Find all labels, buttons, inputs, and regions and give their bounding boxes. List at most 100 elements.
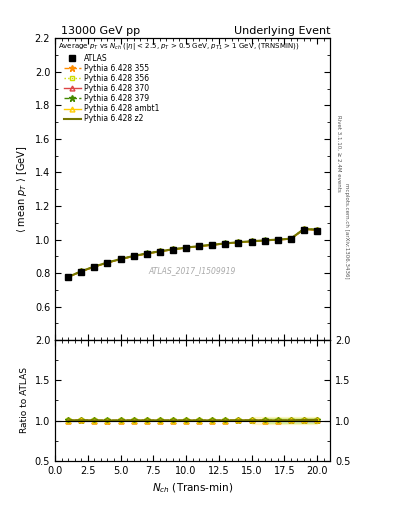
- Pythia 6.428 379: [288, 236, 293, 242]
- Pythia 6.428 355: [79, 268, 84, 274]
- Pythia 6.428 z2: [275, 237, 280, 243]
- Pythia 6.428 355: [118, 256, 123, 262]
- Pythia 6.428 370: [66, 274, 70, 280]
- Pythia 6.428 355: [171, 246, 175, 252]
- Pythia 6.428 356: [118, 256, 123, 262]
- Pythia 6.428 370: [301, 226, 306, 232]
- Pythia 6.428 356: [262, 237, 267, 243]
- Y-axis label: Ratio to ATLAS: Ratio to ATLAS: [20, 368, 29, 434]
- Pythia 6.428 ambt1: [131, 253, 136, 260]
- Pythia 6.428 370: [197, 243, 202, 249]
- Pythia 6.428 z2: [184, 245, 188, 251]
- Pythia 6.428 370: [171, 246, 175, 252]
- Pythia 6.428 z2: [158, 248, 162, 254]
- Pythia 6.428 379: [249, 238, 254, 244]
- Pythia 6.428 370: [288, 236, 293, 242]
- Pythia 6.428 370: [184, 245, 188, 251]
- Pythia 6.428 370: [249, 239, 254, 245]
- Pythia 6.428 355: [197, 243, 202, 249]
- Text: Rivet 3.1.10, ≥ 2.4M events: Rivet 3.1.10, ≥ 2.4M events: [336, 115, 341, 192]
- Pythia 6.428 ambt1: [315, 227, 320, 233]
- Legend: ATLAS, Pythia 6.428 355, Pythia 6.428 356, Pythia 6.428 370, Pythia 6.428 379, P: ATLAS, Pythia 6.428 355, Pythia 6.428 35…: [62, 51, 162, 126]
- Pythia 6.428 z2: [210, 242, 215, 248]
- Pythia 6.428 356: [288, 236, 293, 242]
- Pythia 6.428 ambt1: [197, 243, 202, 249]
- Pythia 6.428 370: [79, 268, 84, 274]
- Pythia 6.428 ambt1: [275, 237, 280, 243]
- Pythia 6.428 370: [158, 248, 162, 254]
- Pythia 6.428 355: [210, 242, 215, 248]
- Y-axis label: $\langle$ mean $p_T$ $\rangle$ [GeV]: $\langle$ mean $p_T$ $\rangle$ [GeV]: [15, 145, 29, 233]
- Pythia 6.428 379: [66, 274, 70, 280]
- Pythia 6.428 ambt1: [210, 242, 215, 248]
- Pythia 6.428 379: [210, 242, 215, 248]
- Pythia 6.428 355: [236, 239, 241, 245]
- Pythia 6.428 379: [223, 240, 228, 246]
- Pythia 6.428 ambt1: [66, 274, 70, 280]
- Pythia 6.428 ambt1: [144, 251, 149, 257]
- Pythia 6.428 356: [236, 239, 241, 245]
- Pythia 6.428 379: [315, 227, 320, 233]
- Pythia 6.428 379: [184, 245, 188, 251]
- Pythia 6.428 356: [105, 260, 110, 266]
- Text: mcplots.cern.ch [arXiv:1306.3436]: mcplots.cern.ch [arXiv:1306.3436]: [344, 183, 349, 278]
- Pythia 6.428 ambt1: [249, 239, 254, 245]
- Pythia 6.428 355: [223, 241, 228, 247]
- Pythia 6.428 z2: [315, 227, 320, 233]
- Pythia 6.428 ambt1: [223, 241, 228, 247]
- Pythia 6.428 355: [315, 227, 320, 233]
- Pythia 6.428 379: [171, 246, 175, 252]
- Pythia 6.428 ambt1: [79, 268, 84, 274]
- Line: Pythia 6.428 z2: Pythia 6.428 z2: [68, 229, 317, 277]
- Pythia 6.428 z2: [249, 238, 254, 244]
- Pythia 6.428 379: [105, 260, 110, 266]
- Pythia 6.428 355: [92, 264, 97, 270]
- Pythia 6.428 379: [158, 248, 162, 254]
- Pythia 6.428 ambt1: [171, 246, 175, 252]
- Line: Pythia 6.428 370: Pythia 6.428 370: [66, 227, 320, 280]
- Pythia 6.428 355: [66, 274, 70, 280]
- Text: Average $p_T$ vs $N_{ch}$ ($|\eta|$ < 2.5, $p_T$ > 0.5 GeV, $p_{T1}$ > 1 GeV, (T: Average $p_T$ vs $N_{ch}$ ($|\eta|$ < 2.…: [58, 41, 299, 52]
- Pythia 6.428 379: [144, 250, 149, 257]
- Pythia 6.428 ambt1: [262, 238, 267, 244]
- Pythia 6.428 356: [131, 253, 136, 259]
- Pythia 6.428 379: [197, 243, 202, 249]
- Pythia 6.428 355: [184, 245, 188, 251]
- Line: Pythia 6.428 356: Pythia 6.428 356: [66, 226, 320, 280]
- Pythia 6.428 z2: [171, 246, 175, 252]
- Pythia 6.428 379: [131, 253, 136, 259]
- Pythia 6.428 370: [92, 264, 97, 270]
- Pythia 6.428 356: [223, 240, 228, 246]
- Pythia 6.428 356: [79, 268, 84, 274]
- Pythia 6.428 z2: [105, 260, 110, 266]
- Pythia 6.428 355: [144, 250, 149, 257]
- Pythia 6.428 356: [301, 226, 306, 232]
- Pythia 6.428 370: [131, 253, 136, 260]
- Pythia 6.428 356: [66, 274, 70, 280]
- Text: Underlying Event: Underlying Event: [233, 26, 330, 36]
- Pythia 6.428 z2: [197, 243, 202, 249]
- Text: ATLAS_2017_I1509919: ATLAS_2017_I1509919: [149, 266, 236, 275]
- Text: 13000 GeV pp: 13000 GeV pp: [61, 26, 140, 36]
- Pythia 6.428 379: [92, 264, 97, 270]
- Pythia 6.428 ambt1: [301, 226, 306, 232]
- Pythia 6.428 ambt1: [236, 240, 241, 246]
- Pythia 6.428 z2: [301, 226, 306, 232]
- Pythia 6.428 ambt1: [288, 236, 293, 242]
- Pythia 6.428 370: [275, 237, 280, 243]
- Line: Pythia 6.428 355: Pythia 6.428 355: [64, 226, 321, 281]
- Pythia 6.428 z2: [66, 274, 70, 280]
- Pythia 6.428 355: [262, 238, 267, 244]
- Pythia 6.428 ambt1: [105, 260, 110, 266]
- Pythia 6.428 379: [275, 237, 280, 243]
- Pythia 6.428 379: [79, 268, 84, 274]
- Pythia 6.428 356: [171, 246, 175, 252]
- Pythia 6.428 355: [288, 236, 293, 242]
- Pythia 6.428 z2: [288, 236, 293, 242]
- Pythia 6.428 ambt1: [184, 245, 188, 251]
- X-axis label: $N_{ch}$ (Trans-min): $N_{ch}$ (Trans-min): [152, 481, 233, 495]
- Pythia 6.428 356: [158, 248, 162, 254]
- Pythia 6.428 355: [249, 238, 254, 244]
- Pythia 6.428 z2: [236, 239, 241, 245]
- Pythia 6.428 355: [275, 237, 280, 243]
